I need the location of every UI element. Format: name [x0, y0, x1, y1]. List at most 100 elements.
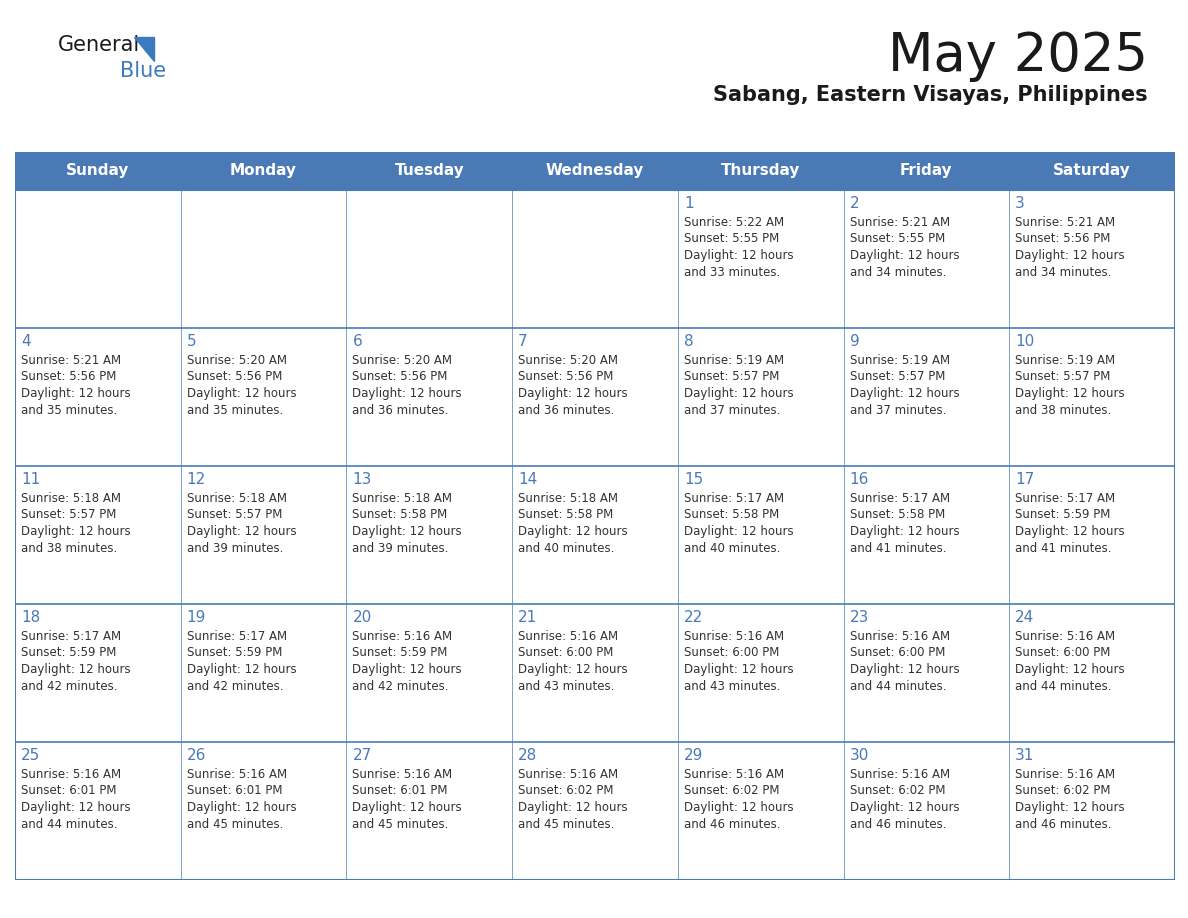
Text: Sunday: Sunday: [67, 163, 129, 178]
Text: Sunrise: 5:16 AM
Sunset: 6:02 PM
Daylight: 12 hours
and 46 minutes.: Sunrise: 5:16 AM Sunset: 6:02 PM Dayligh…: [849, 768, 959, 831]
Bar: [512, 328, 678, 466]
Text: 8: 8: [684, 334, 694, 349]
Text: 3: 3: [1016, 196, 1025, 211]
Text: 17: 17: [1016, 472, 1035, 487]
Bar: [1010, 466, 1175, 604]
Text: 19: 19: [187, 610, 206, 625]
Text: 4: 4: [21, 334, 31, 349]
Text: 10: 10: [1016, 334, 1035, 349]
Text: Sunrise: 5:16 AM
Sunset: 6:01 PM
Daylight: 12 hours
and 45 minutes.: Sunrise: 5:16 AM Sunset: 6:01 PM Dayligh…: [353, 768, 462, 831]
Bar: [15, 152, 181, 190]
Text: Sunrise: 5:16 AM
Sunset: 5:59 PM
Daylight: 12 hours
and 42 minutes.: Sunrise: 5:16 AM Sunset: 5:59 PM Dayligh…: [353, 630, 462, 692]
Text: Sunrise: 5:21 AM
Sunset: 5:56 PM
Daylight: 12 hours
and 35 minutes.: Sunrise: 5:21 AM Sunset: 5:56 PM Dayligh…: [21, 354, 131, 417]
Bar: [181, 190, 347, 328]
Text: 12: 12: [187, 472, 206, 487]
Text: Sunrise: 5:17 AM
Sunset: 5:59 PM
Daylight: 12 hours
and 42 minutes.: Sunrise: 5:17 AM Sunset: 5:59 PM Dayligh…: [21, 630, 131, 692]
Text: Sunrise: 5:16 AM
Sunset: 6:00 PM
Daylight: 12 hours
and 44 minutes.: Sunrise: 5:16 AM Sunset: 6:00 PM Dayligh…: [1016, 630, 1125, 692]
Text: Sunrise: 5:16 AM
Sunset: 6:02 PM
Daylight: 12 hours
and 45 minutes.: Sunrise: 5:16 AM Sunset: 6:02 PM Dayligh…: [518, 768, 627, 831]
Text: Sabang, Eastern Visayas, Philippines: Sabang, Eastern Visayas, Philippines: [713, 85, 1148, 105]
Bar: [181, 328, 347, 466]
Bar: [347, 742, 512, 880]
Bar: [843, 466, 1010, 604]
Text: Sunrise: 5:16 AM
Sunset: 6:01 PM
Daylight: 12 hours
and 45 minutes.: Sunrise: 5:16 AM Sunset: 6:01 PM Dayligh…: [187, 768, 296, 831]
Bar: [843, 152, 1010, 190]
Bar: [15, 190, 181, 328]
Text: 16: 16: [849, 472, 868, 487]
Text: Wednesday: Wednesday: [545, 163, 644, 178]
Bar: [347, 604, 512, 742]
Bar: [1010, 152, 1175, 190]
Text: Tuesday: Tuesday: [394, 163, 465, 178]
Bar: [347, 466, 512, 604]
Text: Sunrise: 5:21 AM
Sunset: 5:55 PM
Daylight: 12 hours
and 34 minutes.: Sunrise: 5:21 AM Sunset: 5:55 PM Dayligh…: [849, 216, 959, 278]
Text: Sunrise: 5:17 AM
Sunset: 5:58 PM
Daylight: 12 hours
and 40 minutes.: Sunrise: 5:17 AM Sunset: 5:58 PM Dayligh…: [684, 492, 794, 554]
Bar: [1010, 328, 1175, 466]
Text: 6: 6: [353, 334, 362, 349]
Bar: [678, 152, 843, 190]
Text: Sunrise: 5:16 AM
Sunset: 6:02 PM
Daylight: 12 hours
and 46 minutes.: Sunrise: 5:16 AM Sunset: 6:02 PM Dayligh…: [684, 768, 794, 831]
Text: 14: 14: [518, 472, 537, 487]
Bar: [181, 742, 347, 880]
Text: 11: 11: [21, 472, 40, 487]
Bar: [347, 152, 512, 190]
Bar: [678, 604, 843, 742]
Text: 28: 28: [518, 748, 537, 763]
Text: Sunrise: 5:20 AM
Sunset: 5:56 PM
Daylight: 12 hours
and 36 minutes.: Sunrise: 5:20 AM Sunset: 5:56 PM Dayligh…: [353, 354, 462, 417]
Text: 15: 15: [684, 472, 703, 487]
Polygon shape: [134, 37, 154, 61]
Bar: [843, 604, 1010, 742]
Text: Friday: Friday: [901, 163, 953, 178]
Bar: [678, 466, 843, 604]
Bar: [1010, 604, 1175, 742]
Bar: [181, 604, 347, 742]
Bar: [678, 190, 843, 328]
Text: 22: 22: [684, 610, 703, 625]
Bar: [512, 742, 678, 880]
Bar: [1010, 742, 1175, 880]
Text: Sunrise: 5:17 AM
Sunset: 5:59 PM
Daylight: 12 hours
and 42 minutes.: Sunrise: 5:17 AM Sunset: 5:59 PM Dayligh…: [187, 630, 296, 692]
Text: 21: 21: [518, 610, 537, 625]
Text: 30: 30: [849, 748, 868, 763]
Text: Sunrise: 5:16 AM
Sunset: 6:00 PM
Daylight: 12 hours
and 43 minutes.: Sunrise: 5:16 AM Sunset: 6:00 PM Dayligh…: [518, 630, 627, 692]
Bar: [843, 190, 1010, 328]
Bar: [678, 742, 843, 880]
Text: 18: 18: [21, 610, 40, 625]
Text: Sunrise: 5:17 AM
Sunset: 5:58 PM
Daylight: 12 hours
and 41 minutes.: Sunrise: 5:17 AM Sunset: 5:58 PM Dayligh…: [849, 492, 959, 554]
Text: 23: 23: [849, 610, 868, 625]
Text: Sunrise: 5:16 AM
Sunset: 6:00 PM
Daylight: 12 hours
and 43 minutes.: Sunrise: 5:16 AM Sunset: 6:00 PM Dayligh…: [684, 630, 794, 692]
Text: 9: 9: [849, 334, 859, 349]
Bar: [15, 328, 181, 466]
Text: Sunrise: 5:16 AM
Sunset: 6:00 PM
Daylight: 12 hours
and 44 minutes.: Sunrise: 5:16 AM Sunset: 6:00 PM Dayligh…: [849, 630, 959, 692]
Text: 7: 7: [518, 334, 527, 349]
Text: Sunrise: 5:19 AM
Sunset: 5:57 PM
Daylight: 12 hours
and 37 minutes.: Sunrise: 5:19 AM Sunset: 5:57 PM Dayligh…: [684, 354, 794, 417]
Text: 20: 20: [353, 610, 372, 625]
Text: Monday: Monday: [230, 163, 297, 178]
Bar: [15, 466, 181, 604]
Text: Blue: Blue: [120, 61, 166, 81]
Text: 26: 26: [187, 748, 206, 763]
Text: Sunrise: 5:20 AM
Sunset: 5:56 PM
Daylight: 12 hours
and 35 minutes.: Sunrise: 5:20 AM Sunset: 5:56 PM Dayligh…: [187, 354, 296, 417]
Text: 2: 2: [849, 196, 859, 211]
Text: General: General: [58, 35, 140, 55]
Bar: [512, 466, 678, 604]
Bar: [15, 604, 181, 742]
Text: Sunrise: 5:18 AM
Sunset: 5:58 PM
Daylight: 12 hours
and 39 minutes.: Sunrise: 5:18 AM Sunset: 5:58 PM Dayligh…: [353, 492, 462, 554]
Bar: [181, 466, 347, 604]
Bar: [678, 328, 843, 466]
Text: Sunrise: 5:18 AM
Sunset: 5:58 PM
Daylight: 12 hours
and 40 minutes.: Sunrise: 5:18 AM Sunset: 5:58 PM Dayligh…: [518, 492, 627, 554]
Bar: [181, 152, 347, 190]
Bar: [347, 190, 512, 328]
Text: Thursday: Thursday: [721, 163, 801, 178]
Text: Sunrise: 5:17 AM
Sunset: 5:59 PM
Daylight: 12 hours
and 41 minutes.: Sunrise: 5:17 AM Sunset: 5:59 PM Dayligh…: [1016, 492, 1125, 554]
Text: 31: 31: [1016, 748, 1035, 763]
Text: 13: 13: [353, 472, 372, 487]
Bar: [15, 742, 181, 880]
Text: 25: 25: [21, 748, 40, 763]
Bar: [512, 604, 678, 742]
Bar: [1010, 190, 1175, 328]
Bar: [843, 742, 1010, 880]
Bar: [512, 152, 678, 190]
Bar: [347, 328, 512, 466]
Bar: [512, 190, 678, 328]
Text: Sunrise: 5:18 AM
Sunset: 5:57 PM
Daylight: 12 hours
and 39 minutes.: Sunrise: 5:18 AM Sunset: 5:57 PM Dayligh…: [187, 492, 296, 554]
